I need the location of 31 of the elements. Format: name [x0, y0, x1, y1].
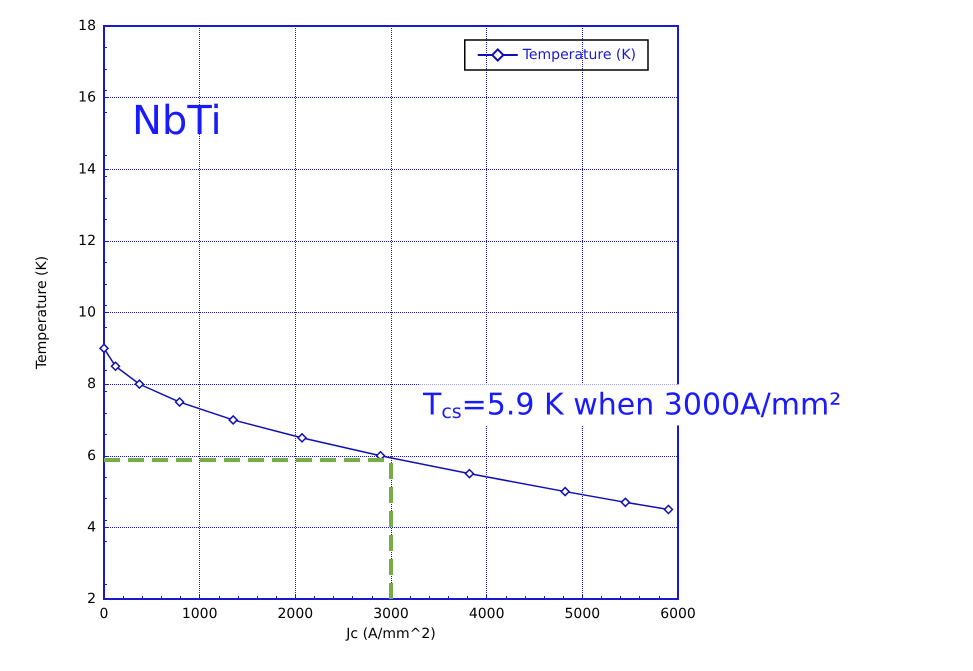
y-tick-label: 6 — [87, 448, 96, 464]
x-axis-title: Jc (A/mm^2) — [345, 626, 436, 642]
point — [297, 433, 307, 443]
annotation: Tcs=5.9 K when 3000A/mm² — [422, 387, 842, 423]
point — [620, 498, 630, 508]
x-tick-label: 1000 — [182, 606, 218, 622]
y-tick-label: 18 — [78, 18, 96, 34]
y-axis-title: Temperature (K) — [34, 256, 50, 370]
y-tick-label: 16 — [78, 90, 96, 106]
x-tick-label: 5000 — [564, 606, 600, 622]
y-tick-label: 10 — [78, 304, 96, 320]
x-tick-label: 3000 — [373, 606, 409, 622]
point — [664, 504, 674, 514]
y-tick-label: 12 — [78, 232, 96, 249]
y-tick-label: 2 — [87, 591, 96, 607]
y-tick-label: 8 — [87, 376, 96, 392]
x-tick-label: 4000 — [468, 606, 504, 622]
x-tick-label: 6000 — [660, 606, 696, 622]
point — [560, 486, 570, 496]
y-tick-label: 14 — [78, 161, 96, 178]
legend-label: Temperature (K) — [522, 47, 636, 63]
annotation: NbTi — [132, 98, 222, 144]
y-tick-label: 4 — [87, 519, 96, 536]
point — [99, 344, 109, 354]
point — [174, 397, 184, 407]
x-tick-label: 0 — [100, 606, 108, 622]
point — [228, 415, 238, 425]
x-tick-label: 2000 — [278, 606, 314, 622]
point — [110, 361, 120, 371]
point — [464, 468, 474, 478]
point — [134, 379, 144, 389]
